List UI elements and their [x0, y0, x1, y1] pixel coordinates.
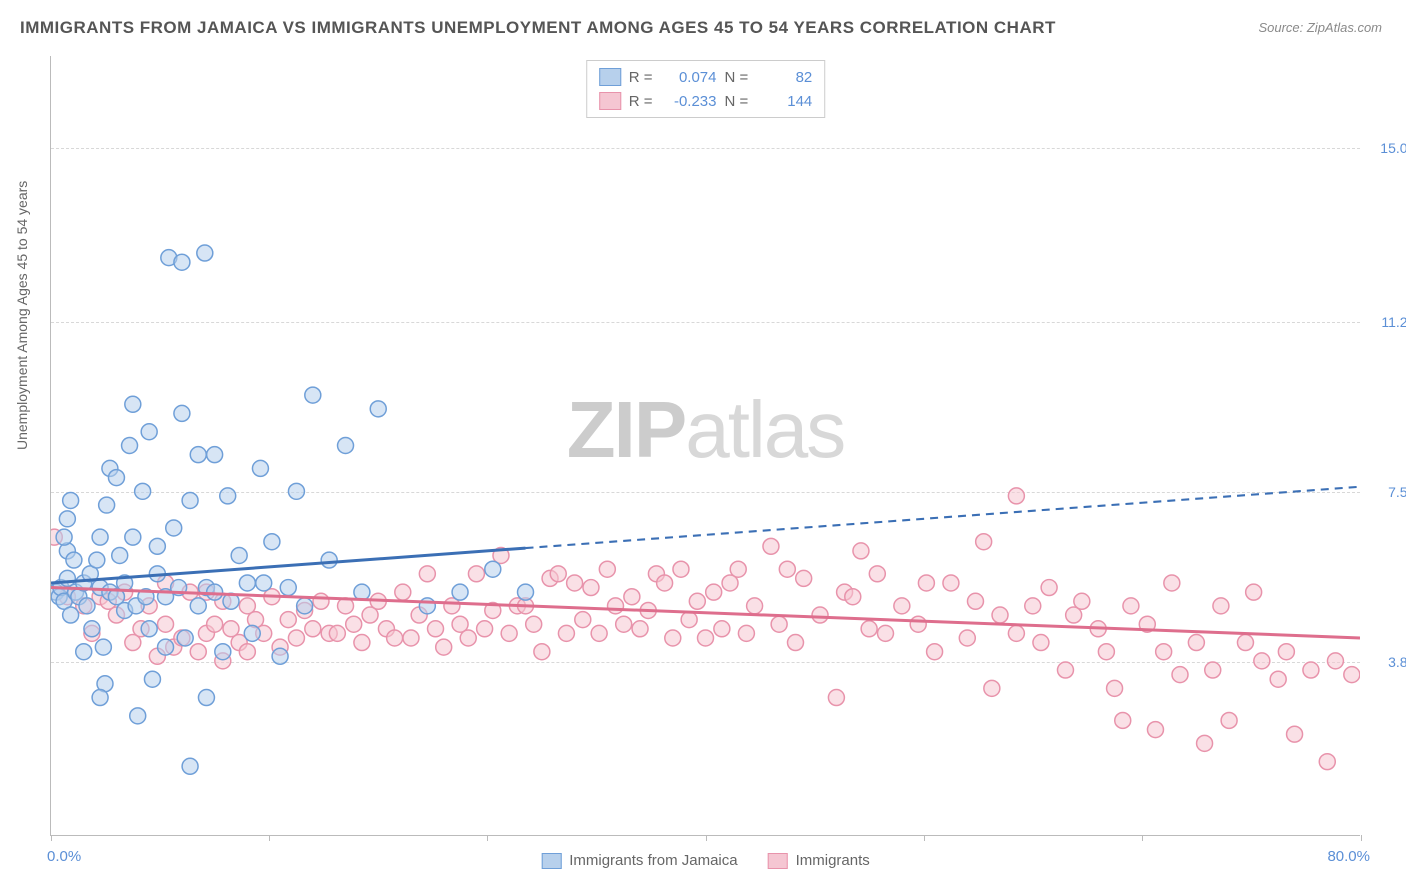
legend-row-series-b: R = -0.233 N = 144 — [599, 89, 813, 113]
regression-line-dashed — [526, 487, 1360, 548]
legend-r-value-a: 0.074 — [661, 69, 717, 86]
y-tick-label: 11.2% — [1381, 314, 1406, 330]
legend-item-a: Immigrants from Jamaica — [541, 852, 737, 869]
y-axis-label: Unemployment Among Ages 45 to 54 years — [14, 181, 30, 450]
legend-r-label: R = — [629, 69, 653, 86]
x-tick — [1142, 835, 1143, 841]
legend-row-series-a: R = 0.074 N = 82 — [599, 65, 813, 89]
legend-item-b: Immigrants — [768, 852, 870, 869]
x-tick — [51, 835, 52, 841]
legend-n-value-b: 144 — [756, 93, 812, 110]
legend-n-value-a: 82 — [756, 69, 812, 86]
regression-line-solid — [51, 548, 526, 583]
x-axis-end-label: 80.0% — [1327, 848, 1370, 865]
regression-line-solid — [51, 588, 1360, 638]
x-tick — [924, 835, 925, 841]
x-tick — [269, 835, 270, 841]
legend-r-value-b: -0.233 — [661, 93, 717, 110]
legend-n-label: N = — [725, 93, 749, 110]
plot-area: ZIPatlas R = 0.074 N = 82 R = -0.233 N =… — [50, 56, 1360, 836]
chart-title: IMMIGRANTS FROM JAMAICA VS IMMIGRANTS UN… — [20, 18, 1056, 38]
x-tick — [487, 835, 488, 841]
legend-bottom-label-b: Immigrants — [796, 852, 870, 869]
x-axis-start-label: 0.0% — [47, 848, 81, 865]
legend-bottom-label-a: Immigrants from Jamaica — [569, 852, 737, 869]
legend-correlation: R = 0.074 N = 82 R = -0.233 N = 144 — [586, 60, 826, 118]
legend-series: Immigrants from Jamaica Immigrants — [541, 852, 870, 869]
legend-swatch-b — [599, 92, 621, 110]
legend-bottom-swatch-b — [768, 853, 788, 869]
x-tick — [706, 835, 707, 841]
legend-swatch-a — [599, 68, 621, 86]
regression-lines-layer — [51, 56, 1360, 835]
source-attribution: Source: ZipAtlas.com — [1258, 20, 1382, 35]
legend-r-label: R = — [629, 93, 653, 110]
y-tick-label: 7.5% — [1388, 484, 1406, 500]
y-tick-label: 3.8% — [1388, 654, 1406, 670]
legend-bottom-swatch-a — [541, 853, 561, 869]
y-tick-label: 15.0% — [1380, 140, 1406, 156]
x-tick — [1361, 835, 1362, 841]
legend-n-label: N = — [725, 69, 749, 86]
